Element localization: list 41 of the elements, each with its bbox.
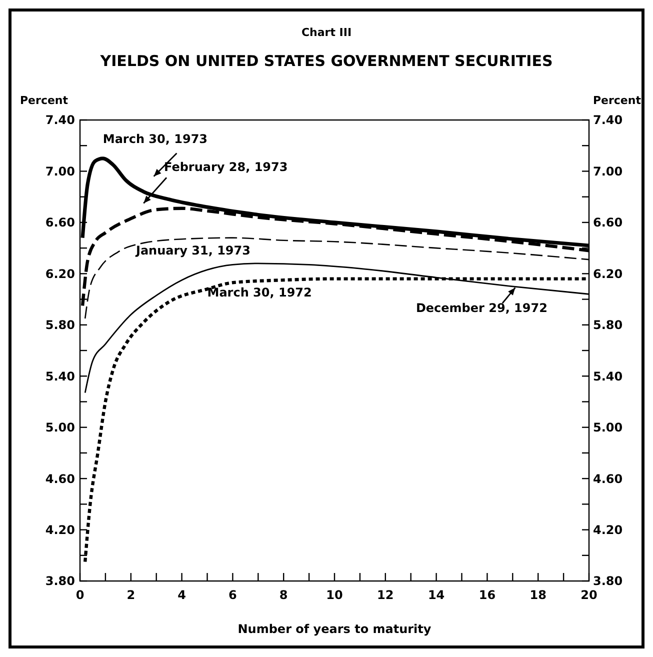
chart-subtitle: Chart III [301,26,352,39]
x-tick-label: 12 [377,588,394,602]
y-tick-label: 4.60 [45,472,75,486]
x-tick-label: 8 [279,588,288,602]
y2-axis-title: Percent [592,94,641,107]
y2-tick-label: 3.80 [593,574,623,588]
x-tick-label: 20 [580,588,598,602]
series-label: March 30, 1972 [207,286,312,300]
y2-tick-label: 5.00 [593,420,623,435]
y-axis-title: Percent [20,94,68,107]
x-tick-label: 2 [126,588,136,602]
x-tick-label: 4 [178,588,186,602]
y-tick-label: 6.60 [45,216,75,230]
x-tick-label: 10 [326,588,343,602]
x-tick-label: 6 [228,588,237,602]
y-tick-label: 4.20 [45,522,75,537]
y2-tick-label: 5.40 [593,369,623,384]
series-label: December 29, 1972 [416,301,548,316]
legend-label: February 28, 1973 [164,160,288,174]
series-label: March 30, 1973 [102,132,208,146]
y2-tick-label: 4.20 [593,522,623,537]
x-tick-label: 16 [478,588,496,602]
y-tick-label: 7.40 [45,113,75,128]
y-tick-label: 7.00 [45,164,75,178]
y-tick-label: 5.00 [45,420,75,435]
x-tick-label: 0 [76,588,84,602]
y-tick-label: 6.20 [45,266,75,281]
x-tick-label: 14 [428,588,445,602]
y2-tick-label: 6.60 [593,216,623,230]
x-tick-label: 18 [530,588,546,602]
y2-tick-label: 6.20 [593,266,623,281]
chart-title: YIELDS ON UNITED STATES GOVERNMENT SECURITIES [99,52,553,70]
x-axis-title: Number of years to maturity [238,622,432,636]
y-tick-label: 5.80 [45,318,75,332]
series-label: January 31, 1973 [134,243,250,258]
y2-tick-label: 7.40 [593,113,623,128]
y2-tick-label: 4.60 [593,472,623,486]
y-tick-label: 5.40 [45,369,75,384]
y-tick-label: 3.80 [45,574,75,588]
y2-tick-label: 5.80 [593,318,623,332]
y2-tick-label: 7.00 [593,164,623,178]
